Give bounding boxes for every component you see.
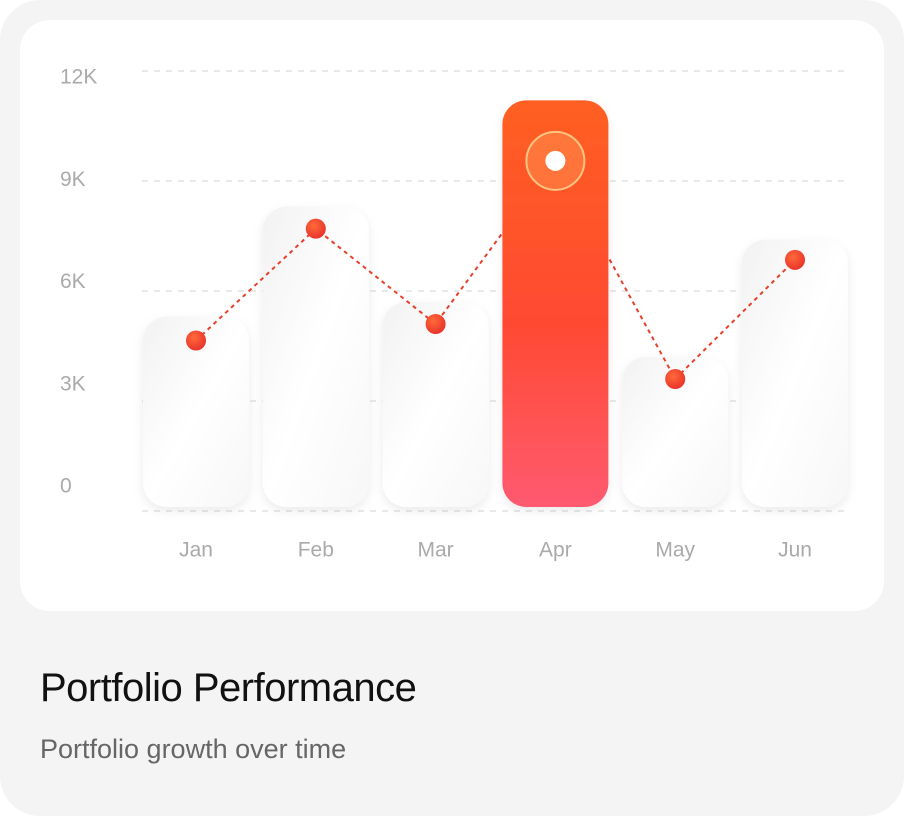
- bar: [143, 316, 249, 507]
- y-tick-label: 0: [60, 475, 72, 498]
- bar: [622, 357, 729, 507]
- highlight-dot: [545, 150, 566, 171]
- y-tick-label: 12K: [60, 66, 97, 89]
- x-tick-label: Mar: [418, 539, 454, 562]
- y-tick-label: 9K: [60, 168, 86, 191]
- bar: [742, 239, 848, 507]
- y-tick-label: 3K: [60, 372, 86, 395]
- x-tick-label: Feb: [298, 539, 334, 562]
- x-tick-label: Jun: [778, 539, 812, 562]
- line: [195, 158, 796, 381]
- subtitle: Portfolio growth over time: [40, 734, 347, 764]
- point: [186, 330, 206, 351]
- point: [425, 314, 446, 334]
- bar: [382, 302, 489, 507]
- x-tick-label: Apr: [539, 539, 572, 562]
- x-tick-label: May: [655, 539, 695, 562]
- point: [665, 369, 686, 389]
- x-tick-label: Jan: [179, 539, 213, 562]
- bar: [262, 206, 369, 507]
- highlighted-bar: [502, 100, 609, 507]
- point: [305, 218, 326, 239]
- point: [785, 249, 805, 270]
- y-tick-label: 6K: [60, 270, 86, 293]
- title: Portfolio Performance: [40, 666, 417, 710]
